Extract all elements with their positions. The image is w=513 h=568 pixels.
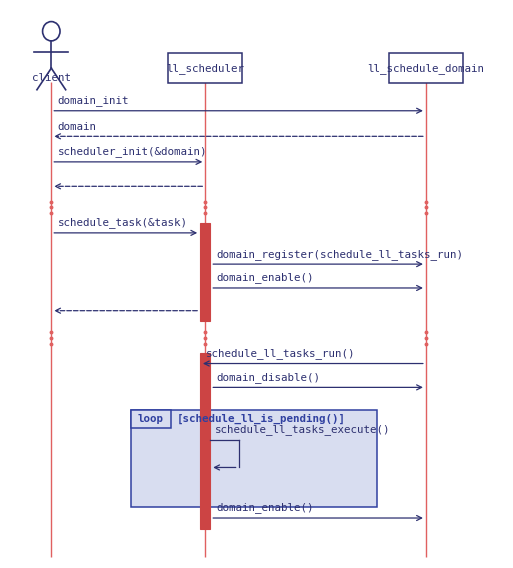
Text: scheduler_init(&domain): scheduler_init(&domain): [57, 147, 207, 157]
Text: ll_schedule_domain: ll_schedule_domain: [367, 62, 484, 74]
Text: schedule_task(&task): schedule_task(&task): [57, 218, 187, 228]
Text: schedule_ll_tasks_run(): schedule_ll_tasks_run(): [206, 348, 356, 359]
Text: domain_init: domain_init: [57, 95, 129, 106]
Text: domain_enable(): domain_enable(): [216, 273, 314, 283]
Text: schedule_ll_tasks_execute(): schedule_ll_tasks_execute(): [214, 424, 390, 435]
Text: client: client: [32, 73, 71, 83]
Bar: [131, 410, 171, 428]
Bar: [200, 223, 210, 321]
Bar: [131, 410, 377, 507]
Bar: [200, 353, 210, 529]
Text: loop: loop: [138, 414, 164, 424]
Text: domain_enable(): domain_enable(): [216, 503, 314, 513]
Bar: [168, 53, 242, 83]
Text: domain_disable(): domain_disable(): [216, 372, 321, 383]
Text: ll_scheduler: ll_scheduler: [166, 62, 244, 74]
Text: domain: domain: [57, 122, 96, 132]
Text: [schedule_ll_is_pending()]: [schedule_ll_is_pending()]: [177, 414, 346, 424]
Text: domain_register(schedule_ll_tasks_run): domain_register(schedule_ll_tasks_run): [216, 249, 463, 260]
Bar: [389, 53, 463, 83]
